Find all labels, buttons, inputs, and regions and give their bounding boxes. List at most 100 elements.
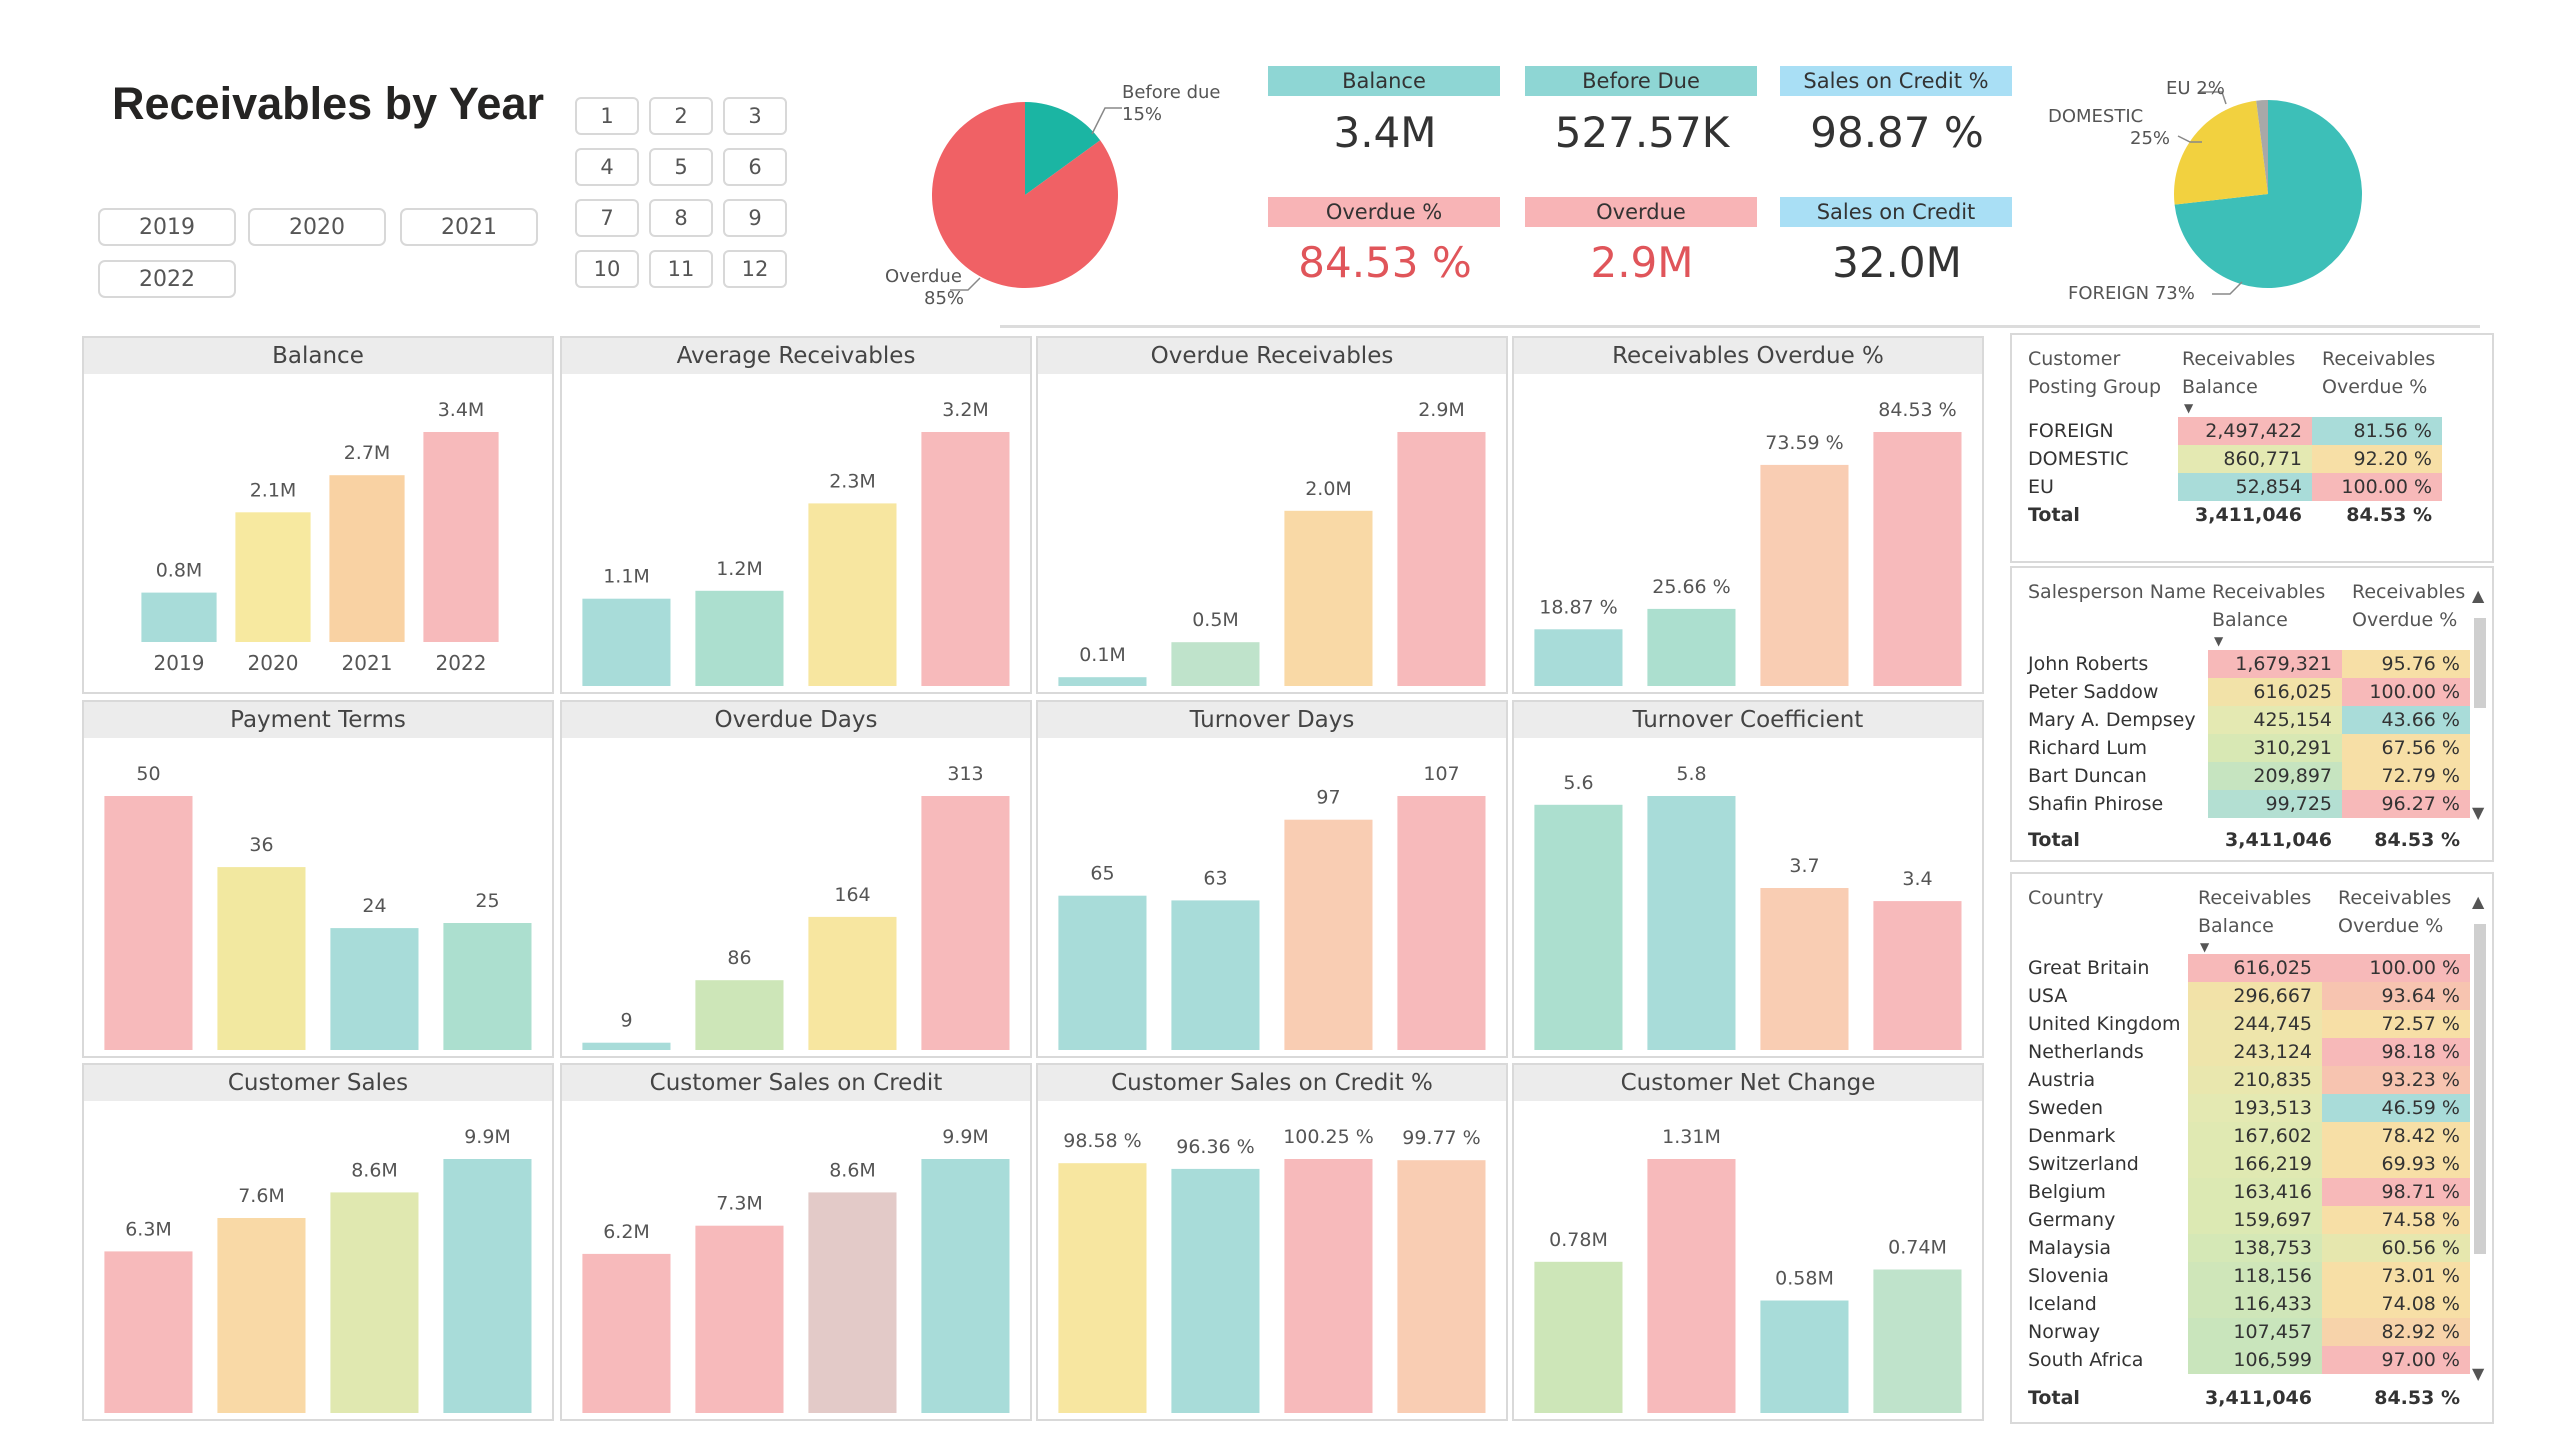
- bar[interactable]: [921, 1159, 1010, 1413]
- bar[interactable]: [1397, 432, 1486, 686]
- bar[interactable]: [1873, 1269, 1962, 1414]
- bar[interactable]: [582, 1253, 671, 1413]
- bar-chart[interactable]: 0.78M 1.31M 0.58M 0.74M: [1514, 1101, 1982, 1419]
- month-slicer-4[interactable]: 4: [575, 148, 639, 186]
- bar[interactable]: [1760, 888, 1849, 1050]
- bar[interactable]: [423, 432, 499, 642]
- chart-card[interactable]: Receivables Overdue % 18.87 % 25.66 % 73.59…: [1512, 336, 1984, 694]
- bar[interactable]: [235, 512, 311, 642]
- year-slicer-2021[interactable]: 2021: [400, 208, 538, 246]
- scrollbar-thumb[interactable]: [2474, 924, 2486, 1254]
- bar[interactable]: [921, 432, 1010, 686]
- bar-chart[interactable]: 0.1M 0.5M 2.0M 2.9M: [1038, 374, 1506, 692]
- bar-chart[interactable]: 6.2M 7.3M 8.6M 9.9M: [562, 1101, 1030, 1419]
- bar-chart[interactable]: 6.3M 7.6M 8.6M 9.9M: [84, 1101, 552, 1419]
- col-header-posting-group[interactable]: Customer Posting Group: [2028, 348, 2162, 398]
- chart-card[interactable]: Balance 0.8M 2019 2.1M 2020 2.7M 2021 3.4M 2022: [82, 336, 554, 694]
- bar[interactable]: [1647, 796, 1736, 1050]
- bar[interactable]: [1760, 464, 1849, 686]
- chart-card[interactable]: Customer Sales on Credit % 98.58 % 96.36 %…: [1036, 1063, 1508, 1421]
- bar[interactable]: [921, 796, 1010, 1050]
- bar[interactable]: [330, 928, 419, 1050]
- month-slicer-5[interactable]: 5: [649, 148, 713, 186]
- scroll-down-icon[interactable]: ▼: [2472, 1364, 2485, 1383]
- col-header-overdue[interactable]: Receivables Overdue %: [2352, 581, 2466, 631]
- bar[interactable]: [104, 1251, 193, 1413]
- scroll-up-icon[interactable]: ▲: [2472, 892, 2485, 911]
- bar[interactable]: [141, 592, 217, 642]
- month-slicer-2[interactable]: 2: [649, 97, 713, 135]
- posting-group-pie-chart[interactable]: [2160, 96, 2380, 296]
- month-slicer-8[interactable]: 8: [649, 199, 713, 237]
- bar-chart[interactable]: 0.8M 2019 2.1M 2020 2.7M 2021 3.4M 2022: [84, 374, 552, 692]
- bar-chart[interactable]: 1.1M 1.2M 2.3M 3.2M: [562, 374, 1030, 692]
- bar[interactable]: [808, 1192, 897, 1413]
- month-slicer-7[interactable]: 7: [575, 199, 639, 237]
- bar[interactable]: [1171, 900, 1260, 1050]
- bar[interactable]: [329, 475, 405, 642]
- bar[interactable]: [1760, 1300, 1849, 1414]
- col-header-overdue[interactable]: Receivables Overdue %: [2338, 887, 2452, 937]
- sort-desc-icon[interactable]: ▼: [2200, 940, 2210, 954]
- chart-card[interactable]: Payment Terms 50 36 24 25: [82, 700, 554, 1058]
- scroll-up-icon[interactable]: ▲: [2472, 586, 2485, 605]
- month-slicer-6[interactable]: 6: [723, 148, 787, 186]
- bar[interactable]: [695, 1225, 784, 1413]
- bar[interactable]: [1171, 1168, 1260, 1413]
- bar[interactable]: [582, 1042, 671, 1050]
- month-slicer-10[interactable]: 10: [575, 250, 639, 288]
- col-header-balance[interactable]: Receivables Balance: [2182, 348, 2296, 398]
- bar[interactable]: [1171, 642, 1260, 686]
- scroll-down-icon[interactable]: ▼: [2472, 803, 2485, 822]
- month-slicer-9[interactable]: 9: [723, 199, 787, 237]
- year-slicer-2022[interactable]: 2022: [98, 260, 236, 298]
- bar[interactable]: [1397, 1160, 1486, 1413]
- col-header-balance[interactable]: Receivables Balance: [2212, 581, 2326, 631]
- bar[interactable]: [1647, 1159, 1736, 1413]
- year-slicer-2020[interactable]: 2020: [248, 208, 386, 246]
- bar[interactable]: [1284, 510, 1373, 686]
- bar[interactable]: [1058, 895, 1147, 1050]
- month-slicer-11[interactable]: 11: [649, 250, 713, 288]
- bar[interactable]: [217, 1218, 306, 1413]
- bar[interactable]: [1873, 432, 1962, 686]
- bar[interactable]: [443, 923, 532, 1050]
- bar[interactable]: [695, 980, 784, 1050]
- bar[interactable]: [1058, 677, 1147, 686]
- bar[interactable]: [1284, 1159, 1373, 1413]
- chart-card[interactable]: Overdue Days 9 86 164 313: [560, 700, 1032, 1058]
- bar-chart[interactable]: 18.87 % 25.66 % 73.59 % 84.53 %: [1514, 374, 1982, 692]
- bar[interactable]: [582, 598, 671, 686]
- bar-chart[interactable]: 50 36 24 25: [84, 738, 552, 1056]
- bar[interactable]: [808, 916, 897, 1050]
- bar[interactable]: [1534, 629, 1623, 686]
- bar[interactable]: [1284, 819, 1373, 1050]
- chart-card[interactable]: Customer Sales on Credit 6.2M 7.3M 8.6M 9.9M: [560, 1063, 1032, 1421]
- sort-desc-icon[interactable]: ▼: [2214, 634, 2224, 648]
- bar[interactable]: [1534, 804, 1623, 1050]
- chart-card[interactable]: Turnover Days 65 63 97 107: [1036, 700, 1508, 1058]
- chart-card[interactable]: Turnover Coefficient 5.6 5.8 3.7 3.4: [1512, 700, 1984, 1058]
- bar[interactable]: [217, 867, 306, 1050]
- bar[interactable]: [1058, 1163, 1147, 1413]
- bar[interactable]: [443, 1159, 532, 1413]
- scrollbar-thumb[interactable]: [2474, 618, 2486, 708]
- bar-chart[interactable]: 98.58 % 96.36 % 100.25 % 99.77 %: [1038, 1101, 1506, 1419]
- due-status-pie-chart[interactable]: [900, 70, 1230, 320]
- bar[interactable]: [695, 590, 784, 686]
- chart-card[interactable]: Customer Sales 6.3M 7.6M 8.6M 9.9M: [82, 1063, 554, 1421]
- month-slicer-12[interactable]: 12: [723, 250, 787, 288]
- bar-chart[interactable]: 9 86 164 313: [562, 738, 1030, 1056]
- col-header-salesperson[interactable]: Salesperson Name: [2028, 581, 2206, 603]
- year-slicer-2019[interactable]: 2019: [98, 208, 236, 246]
- month-slicer-1[interactable]: 1: [575, 97, 639, 135]
- bar-chart[interactable]: 65 63 97 107: [1038, 738, 1506, 1056]
- bar[interactable]: [1534, 1261, 1623, 1413]
- bar[interactable]: [104, 796, 193, 1050]
- bar[interactable]: [1647, 608, 1736, 686]
- bar[interactable]: [1397, 796, 1486, 1050]
- chart-card[interactable]: Customer Net Change 0.78M 1.31M 0.58M 0.74M: [1512, 1063, 1984, 1421]
- chart-card[interactable]: Overdue Receivables 0.1M 0.5M 2.0M 2.9M: [1036, 336, 1508, 694]
- col-header-overdue[interactable]: Receivables Overdue %: [2322, 348, 2436, 398]
- bar[interactable]: [330, 1192, 419, 1413]
